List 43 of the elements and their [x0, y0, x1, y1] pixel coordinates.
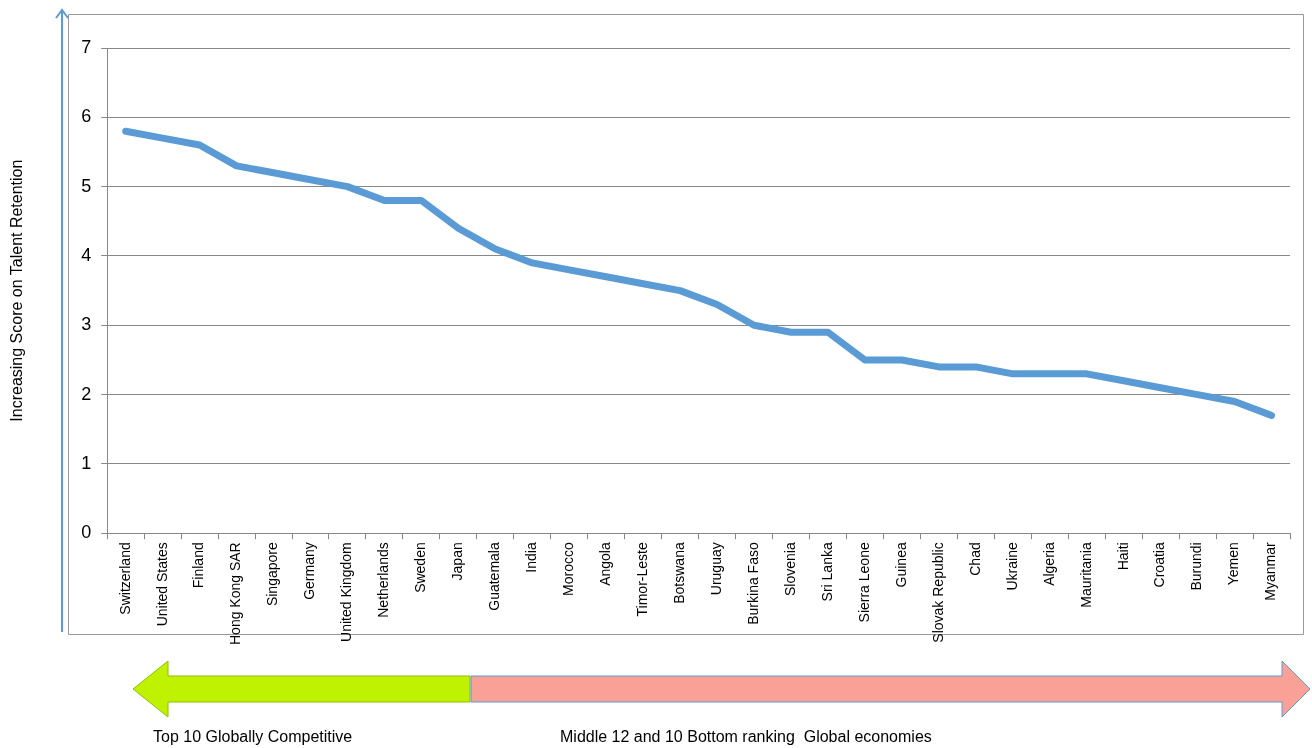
- x-tick-label: Botswana: [670, 542, 687, 604]
- x-tick-label: Sweden: [412, 542, 429, 593]
- y-tick-label: 5: [81, 175, 92, 196]
- x-tick-label: Yemen: [1225, 542, 1242, 586]
- x-tick-label: United States: [153, 542, 170, 627]
- y-axis-title: Increasing Score on Talent Retention: [8, 159, 26, 422]
- y-tick-label: 1: [81, 452, 92, 473]
- x-tick-label: Sri Lanka: [818, 542, 835, 602]
- y-tick-label: 4: [81, 244, 92, 265]
- y-tick-label: 7: [81, 36, 92, 57]
- x-tick-label: Burundi: [1188, 542, 1205, 591]
- x-tick-label: Guinea: [892, 542, 909, 588]
- x-tick-label: Chad: [966, 542, 983, 576]
- x-tick-label: Hong Kong SAR: [227, 542, 244, 645]
- x-tick-label: Slovak Republic: [929, 542, 946, 643]
- text: Middle 12 and 10 Bottom ranking Global economies: [560, 728, 932, 746]
- x-tick-label: Sierra Leone: [855, 542, 872, 623]
- x-tick-label: Japan: [449, 542, 466, 581]
- x-tick-label: Algeria: [1040, 542, 1057, 586]
- x-tick-label: Singapore: [264, 542, 281, 607]
- x-tick-label: Timor-Leste: [634, 542, 651, 617]
- x-tick-label: Croatia: [1151, 542, 1168, 588]
- y-tick-label: 3: [81, 314, 92, 335]
- x-tick-label: Guatemala: [486, 542, 503, 611]
- y-tick-label: 2: [81, 383, 92, 404]
- x-tick-label: Burkina Faso: [744, 542, 761, 625]
- x-tick-label: Ukraine: [1003, 542, 1020, 591]
- x-tick-label: Uruguay: [707, 542, 724, 596]
- x-tick-label: United Kingdom: [338, 542, 355, 642]
- x-tick-label: Morocco: [560, 542, 577, 596]
- text: Top 10 Globally Competitive: [153, 728, 353, 746]
- x-tick-label: Myanmar: [1262, 541, 1279, 601]
- x-tick-label: Angola: [597, 542, 614, 586]
- x-tick-label: Mauritania: [1077, 542, 1094, 608]
- x-tick-label: Germany: [301, 542, 318, 600]
- y-tick-label: 6: [81, 106, 92, 127]
- x-tick-label: Switzerland: [116, 542, 133, 615]
- x-tick-label: Netherlands: [375, 542, 392, 618]
- x-tick-label: Finland: [190, 542, 207, 589]
- y-tick-label: 0: [81, 522, 92, 543]
- x-tick-label: India: [523, 542, 540, 573]
- x-tick-label: Haiti: [1114, 542, 1131, 571]
- x-tick-label: Slovenia: [781, 542, 798, 596]
